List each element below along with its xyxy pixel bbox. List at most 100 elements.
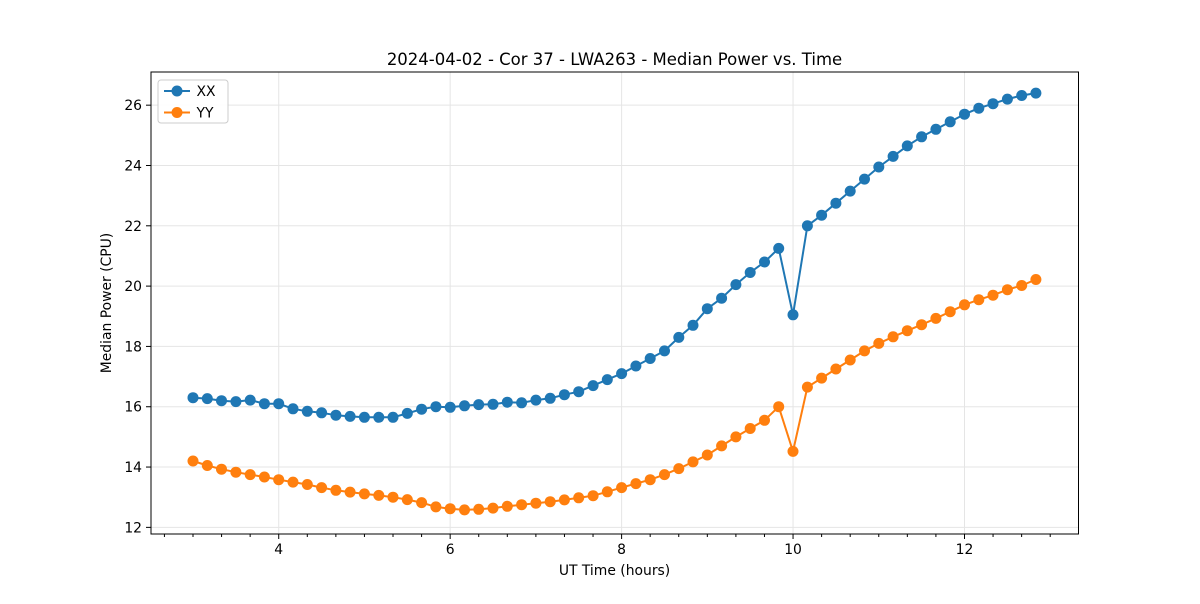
y-tick-label: 22: [124, 219, 142, 235]
data-point: [901, 140, 913, 152]
data-point: [844, 185, 856, 197]
data-point: [273, 474, 285, 486]
data-point: [873, 161, 885, 173]
data-point: [916, 131, 928, 143]
data-point: [544, 392, 556, 404]
data-point: [787, 309, 799, 321]
data-point: [330, 484, 342, 496]
data-point: [844, 354, 856, 366]
data-point: [230, 466, 242, 478]
data-point: [287, 476, 299, 488]
data-point: [201, 393, 213, 405]
data-point: [558, 389, 570, 401]
data-point: [601, 374, 613, 386]
plot-area: [150, 71, 1079, 535]
data-point: [587, 380, 599, 392]
legend-label: YY: [196, 106, 214, 122]
data-point: [530, 394, 542, 406]
data-point: [944, 306, 956, 318]
data-point: [487, 398, 499, 410]
data-point: [944, 116, 956, 128]
x-tick-label: 8: [617, 542, 626, 558]
data-point: [573, 386, 585, 398]
data-point: [816, 372, 828, 384]
data-point: [544, 496, 556, 508]
data-point: [744, 423, 756, 434]
data-point: [273, 398, 285, 410]
data-point: [701, 303, 713, 315]
data-point: [358, 488, 370, 500]
legend-box: [157, 79, 229, 124]
data-point: [759, 256, 770, 268]
x-axis-label: UT Time (hours): [559, 563, 670, 579]
data-point: [1001, 284, 1013, 296]
data-point: [630, 360, 642, 372]
data-point: [859, 345, 870, 357]
data-point: [987, 98, 999, 110]
data-point: [787, 445, 799, 457]
data-point: [1016, 280, 1028, 291]
data-point: [930, 312, 942, 324]
data-point: [387, 411, 399, 423]
data-point: [230, 396, 242, 408]
legend-marker: [171, 107, 183, 118]
data-point: [987, 289, 999, 301]
data-point: [516, 499, 528, 511]
data-point: [244, 394, 256, 406]
x-tick-label: 4: [274, 542, 283, 558]
data-point: [773, 401, 785, 413]
data-point: [473, 503, 485, 515]
data-point: [530, 497, 542, 509]
data-point: [216, 463, 227, 475]
data-point: [244, 469, 256, 481]
y-tick-label: 18: [124, 339, 142, 355]
data-point: [730, 279, 742, 291]
data-point: [959, 299, 970, 311]
x-tick-label: 10: [784, 542, 802, 558]
data-point: [701, 449, 713, 461]
data-point: [487, 502, 499, 514]
data-point: [859, 173, 870, 185]
data-point: [673, 463, 685, 475]
data-point: [601, 486, 613, 498]
data-point: [801, 220, 813, 232]
data-point: [430, 501, 442, 513]
y-tick-label: 26: [124, 98, 142, 114]
data-point: [258, 398, 270, 410]
data-point: [459, 400, 470, 412]
data-point: [401, 407, 413, 419]
data-point: [330, 409, 342, 421]
data-point: [887, 150, 899, 162]
data-point: [459, 504, 470, 516]
axis-layer: 4 6 8 10 12 12 14 16 18 20 22 24 26: [124, 98, 1051, 558]
data-point: [687, 319, 699, 331]
data-point: [501, 396, 513, 408]
data-point: [258, 471, 270, 483]
grid-layer: [151, 72, 1079, 534]
y-tick-label: 20: [124, 279, 142, 295]
data-point: [201, 460, 213, 471]
data-point: [444, 503, 456, 515]
data-point: [644, 474, 656, 486]
data-point: [401, 494, 413, 506]
data-point: [316, 482, 328, 494]
data-point: [716, 440, 728, 452]
data-point: [1030, 274, 1042, 285]
data-point: [444, 401, 456, 413]
legend-label: XX: [197, 84, 217, 100]
y-axis-label: Median Power (CPU): [99, 233, 115, 373]
chart-title: 2024-04-02 - Cor 37 - LWA263 - Median Po…: [387, 50, 842, 69]
data-point: [887, 331, 899, 343]
data-point: [301, 479, 313, 490]
data-point: [730, 431, 742, 443]
data-point: [373, 489, 385, 501]
data-point: [659, 469, 670, 481]
data-point: [801, 381, 813, 393]
x-tick-label: 6: [446, 542, 455, 558]
data-point: [344, 486, 356, 498]
data-point: [830, 197, 842, 209]
data-point: [430, 401, 442, 413]
data-point: [659, 345, 670, 357]
